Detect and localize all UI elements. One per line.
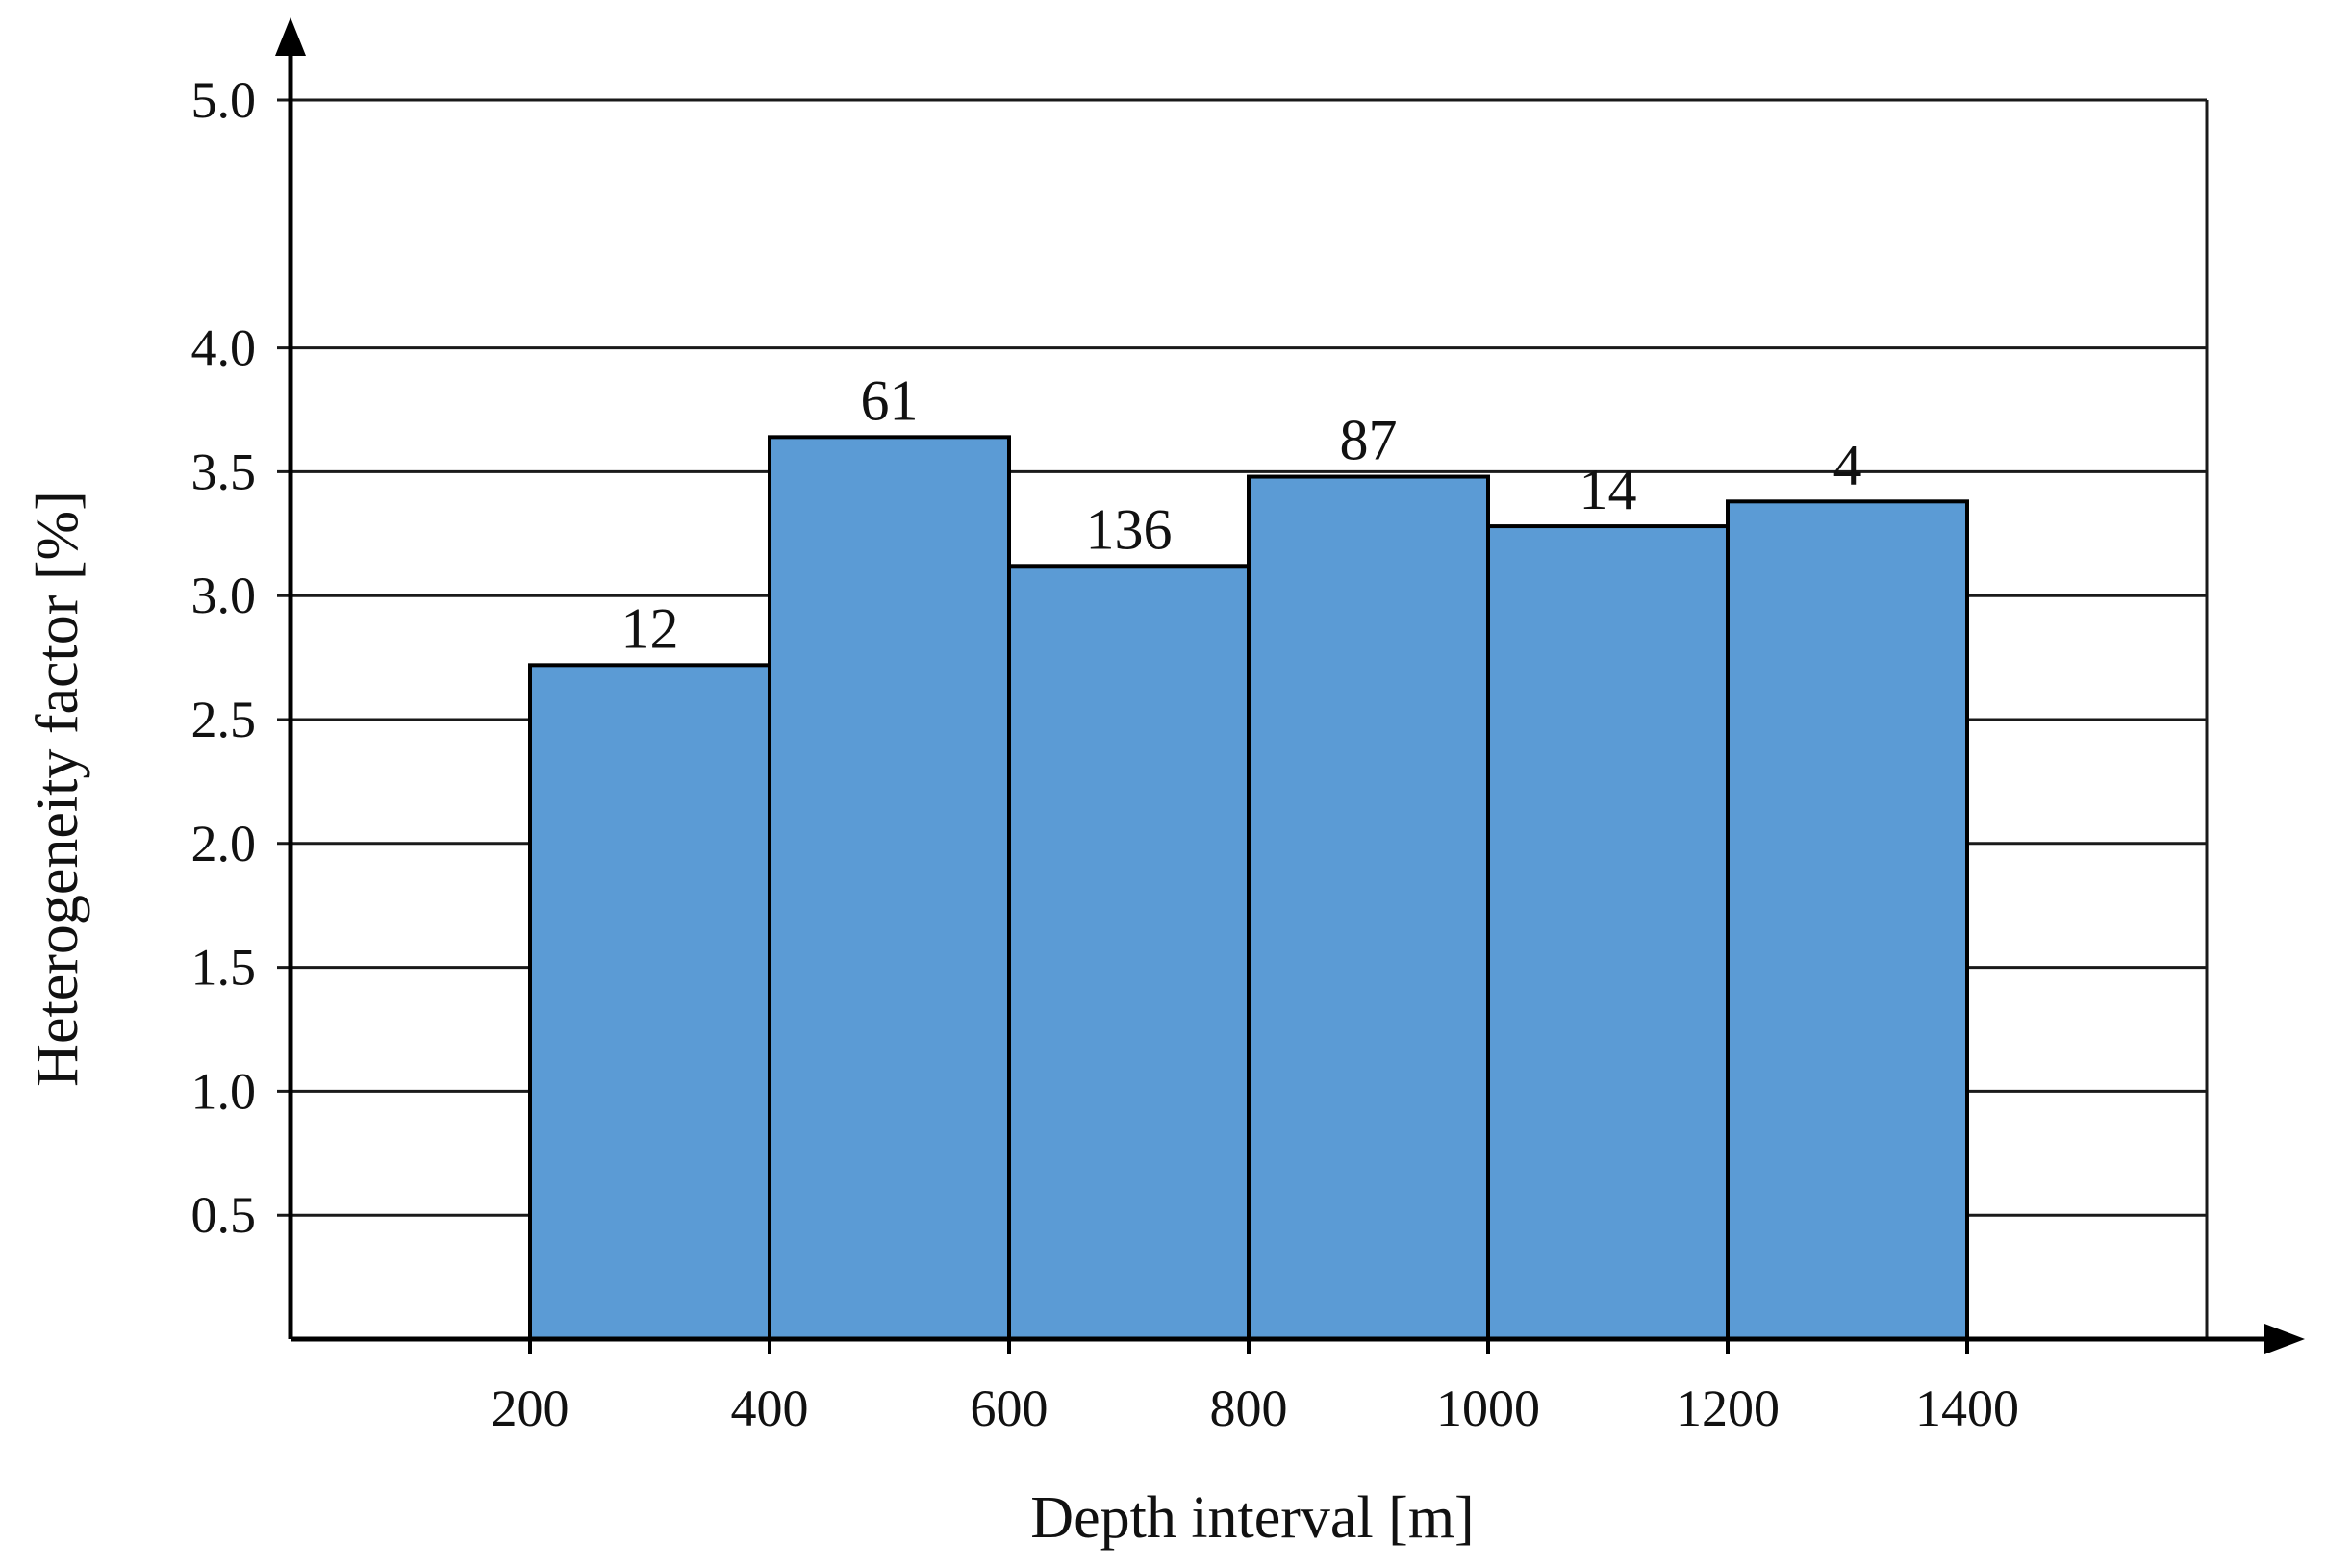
histogram-bar	[528, 663, 771, 1341]
y-tick-label: 3.5	[191, 443, 257, 500]
y-tick-label: 0.5	[191, 1186, 257, 1244]
y-tick-label: 5.0	[191, 71, 257, 129]
bar-count-label: 12	[621, 596, 679, 660]
histogram-bar	[1486, 524, 1730, 1341]
y-axis-title: Heterogeneity factor [%]	[25, 491, 90, 1087]
x-tick-label: 1000	[1436, 1379, 1540, 1437]
histogram-bar	[1726, 499, 1969, 1341]
x-tick-label: 1200	[1676, 1379, 1780, 1437]
y-tick-label: 4.0	[191, 319, 257, 377]
histogram-bar	[1007, 564, 1251, 1341]
y-tick-label: 3.0	[191, 567, 257, 624]
y-axis-arrowhead	[275, 17, 306, 56]
y-tick-label: 2.5	[191, 691, 257, 748]
histogram-bar	[768, 435, 1011, 1341]
y-tick-label: 1.5	[191, 939, 257, 997]
bar-count-label: 87	[1340, 409, 1398, 472]
axis-layer	[275, 17, 2305, 1354]
y-tick-label: 2.0	[191, 815, 257, 873]
x-tick-label: 600	[971, 1379, 1049, 1437]
x-axis-title: Depth interval [m]	[1030, 1485, 1474, 1551]
x-tick-label: 1400	[1915, 1379, 2019, 1437]
y-tick-label: 1.0	[191, 1062, 257, 1120]
bar-count-label: 136	[1086, 497, 1173, 561]
histogram-bar	[1247, 474, 1490, 1341]
bar-layer	[528, 435, 1969, 1341]
x-tick-label: 400	[731, 1379, 809, 1437]
bar-count-label: 61	[861, 368, 919, 432]
label-layer: 0.5 1.0 1.5 2.0 2.5 3.0 3.5 4.0 5.0 12 61 136 87 14 4 2…	[191, 71, 2020, 1437]
bar-count-label: 4	[1833, 433, 1862, 496]
x-tick-label: 200	[492, 1379, 569, 1437]
x-tick-label: 800	[1210, 1379, 1288, 1437]
x-axis-arrowhead	[2264, 1324, 2305, 1354]
bar-count-label: 14	[1580, 458, 1637, 521]
